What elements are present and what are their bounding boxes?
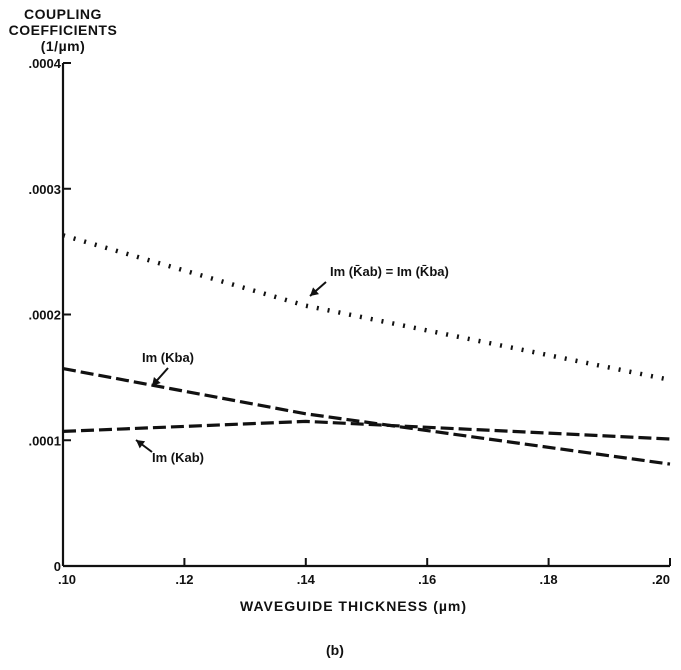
series-group [62, 233, 671, 466]
annotation-arrow-head [310, 287, 319, 296]
series-line-2 [62, 367, 671, 466]
axes [61, 63, 670, 568]
y-tick-label: .0003 [28, 182, 61, 197]
series-annotation-1: Im (K̄ab) = Im (K̄ba) [330, 264, 449, 279]
y-axis-title-line-2: COEFFICIENTS [8, 22, 118, 38]
y-axis-title-line-1: COUPLING [24, 6, 102, 22]
y-axis-title-line-3: (1/µm) [40, 38, 86, 54]
x-tick-label: .16 [418, 572, 436, 587]
series-line-3 [62, 419, 671, 441]
x-tick-label: .10 [58, 572, 76, 587]
tick-group: 0 .0001 .0002 .0003 .0004 .10 .12 .14 .16 .18 .20 [28, 56, 671, 587]
y-axis-title: COUPLING COEFFICIENTS (1/µm) [8, 6, 118, 54]
y-tick-label: .0002 [28, 308, 61, 323]
x-tick-label: .12 [175, 572, 193, 587]
x-tick-label: .18 [540, 572, 558, 587]
x-axis-title: WAVEGUIDE THICKNESS (µm) [240, 598, 468, 614]
x-tick-label: .20 [652, 572, 670, 587]
annotation-arrow-head [152, 377, 161, 386]
annotation-arrow-head [136, 440, 146, 449]
y-tick-label: .0001 [28, 433, 61, 448]
x-tick-label: .14 [297, 572, 316, 587]
series-annotation-3: Im (Kab) [152, 450, 204, 465]
y-tick-label: .0004 [28, 56, 61, 71]
annotation-group: Im (K̄ab) = Im (K̄ba) Im (Kba) Im (Kab) [135, 264, 449, 465]
series-annotation-2: Im (Kba) [142, 350, 194, 365]
y-tick-label: 0 [54, 559, 61, 574]
figure-caption: (b) [326, 642, 344, 658]
